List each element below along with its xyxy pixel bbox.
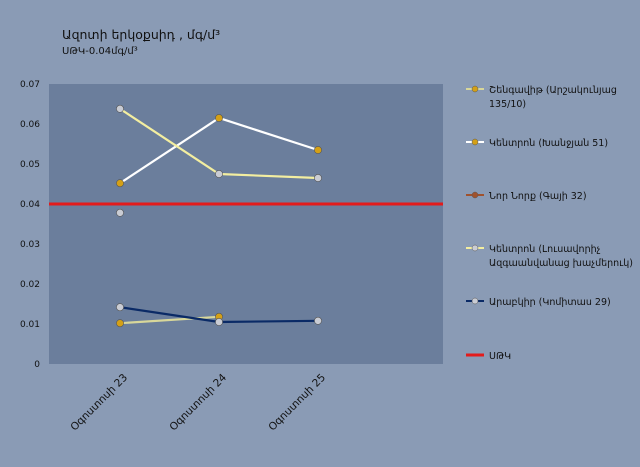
y-tick-label: 0.03 (20, 240, 40, 250)
y-tick-label: 0.06 (20, 120, 40, 130)
legend-marker (471, 244, 479, 252)
chart-subtitle: ՍԹԿ-0.04մգ/մ³ (62, 46, 138, 57)
legend-marker (471, 191, 479, 199)
data-point (116, 208, 124, 217)
legend-marker (471, 138, 479, 146)
data-point (116, 179, 124, 188)
y-tick-label: 0.05 (20, 160, 40, 170)
chart-title: Ազոտի երկօքսիդ , մգ/մ³ (62, 27, 221, 42)
data-point (116, 319, 124, 328)
data-point (215, 114, 223, 122)
x-tick-label: Օգոստոսի 25 (266, 372, 328, 434)
legend-label: Կենտրոն (Խանջյան 51) (489, 138, 608, 149)
data-point (116, 104, 124, 113)
legend-marker (471, 85, 479, 93)
x-tick-label: Օգոստոսի 24 (167, 371, 229, 433)
legend-label: Նոր Նորք (Գայի 32) (489, 191, 587, 202)
data-point (314, 174, 322, 182)
series-line-0 (119, 315, 220, 325)
plot-background (49, 84, 443, 364)
data-point (314, 316, 322, 325)
legend-label: Կենտրոն (Լուսավորիչ Ազգաանվանաց խաչմերուկ… (489, 244, 633, 269)
data-point (116, 303, 124, 312)
data-point (314, 146, 322, 154)
legend-marker (471, 297, 479, 305)
y-tick-label: 0.04 (20, 200, 40, 210)
legend-label: Շենգավիթ (Արշակունյաց 135/10) (489, 85, 617, 110)
y-tick-label: 0.01 (20, 320, 40, 330)
y-tick-label: 0.07 (20, 80, 40, 90)
x-tick-label: Օգոստոսի 23 (68, 372, 130, 434)
y-tick-label: 0.02 (20, 280, 40, 290)
data-point (215, 170, 223, 178)
legend-label: Արաբկիր (Կոմիտաս 29) (489, 297, 611, 308)
legend-label: ՍԹԿ (489, 351, 511, 362)
data-point (215, 318, 223, 326)
y-tick-label: 0 (34, 360, 40, 370)
